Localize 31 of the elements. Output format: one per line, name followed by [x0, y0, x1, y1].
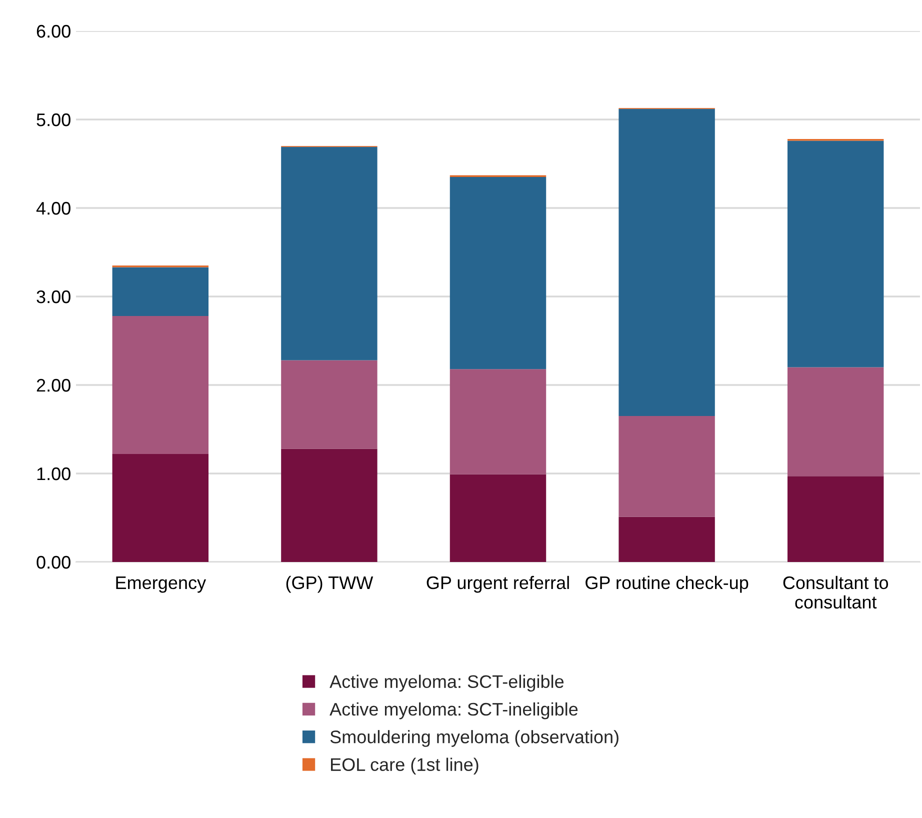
bar: [281, 360, 378, 449]
bar: [281, 448, 378, 562]
y-tick-label: 3.00: [36, 290, 70, 304]
legend-label: EOL care (1st line): [331, 758, 478, 775]
x-tick-label: Emergency: [116, 576, 206, 593]
y-tick-label: 2.00: [36, 378, 70, 392]
bar: [450, 474, 546, 562]
x-tick-label: GP routine check-up: [586, 576, 748, 593]
y-tick-label: 5.00: [36, 113, 70, 126]
bar: [618, 416, 715, 517]
bar: [281, 146, 378, 360]
x-tick-label: Consultant to consultant: [783, 576, 888, 609]
y-tick-label: 6.00: [36, 24, 70, 38]
bar: [450, 369, 546, 474]
legend-label: Active myeloma: SCT-eligible: [330, 674, 564, 692]
bar: [112, 316, 209, 454]
bar: [112, 454, 209, 562]
y-tick-label: 0.00: [36, 556, 70, 569]
y-tick-label: 1.00: [37, 467, 70, 480]
legend-label: Active myeloma: SCT-ineligible: [330, 702, 578, 720]
bar: [618, 108, 715, 416]
x-tick-label: (GP) TWW: [286, 576, 374, 593]
legend-label: Smouldering myeloma (observation): [330, 730, 618, 747]
bar: [112, 267, 209, 316]
bar: [787, 140, 884, 368]
bar: [618, 516, 715, 562]
x-tick-label: GP urgent referral: [426, 576, 569, 593]
y-tick-label: 4.00: [36, 202, 70, 215]
bar: [787, 367, 884, 476]
bar: [787, 476, 884, 562]
bar: [450, 177, 546, 370]
